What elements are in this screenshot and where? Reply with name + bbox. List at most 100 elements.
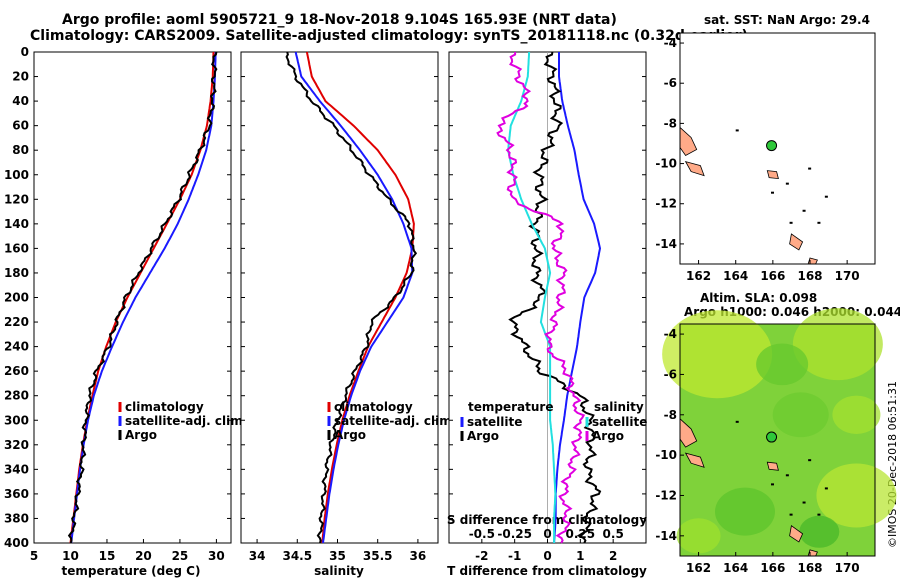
depth-tick-label: 60 xyxy=(12,119,29,133)
reef-dot xyxy=(771,191,774,194)
depth-tick-label: 160 xyxy=(4,241,29,255)
land-island xyxy=(766,170,779,180)
sla-anomaly-patch xyxy=(772,392,829,438)
depth-tick-label: 360 xyxy=(4,487,29,501)
argo-float-marker xyxy=(766,140,778,152)
sst-map: 162 164 166 168 170 -4 -6 -8 -10 -12 -14 xyxy=(655,32,876,283)
depth-tick-label: 380 xyxy=(4,511,29,525)
series-s-satellite xyxy=(507,51,557,543)
x-tick-label: 36 xyxy=(410,549,427,563)
lat-tick-label: -14 xyxy=(655,237,677,251)
lon-tick-label: 170 xyxy=(835,269,860,283)
lat-tick-label: -8 xyxy=(664,116,677,130)
depth-tick-label: 80 xyxy=(12,143,29,157)
lat-tick-label: -6 xyxy=(664,367,677,381)
x-tick-label: 5 xyxy=(30,549,38,563)
x-tick-label: 25 xyxy=(172,549,189,563)
lon-tick-label: 166 xyxy=(760,269,785,283)
series-t-satellite xyxy=(553,52,602,544)
x-tick-label: 34.5 xyxy=(282,549,312,563)
series-argo xyxy=(67,51,218,544)
reef-dot xyxy=(785,474,789,477)
header-line-1: Argo profile: aoml 5905721_9 18-Nov-2018… xyxy=(62,12,617,28)
sla-anomaly-patch xyxy=(792,308,883,381)
x-tick-label: 0 xyxy=(543,549,551,563)
lat-tick-label: -4 xyxy=(664,327,677,341)
x-axis-label: temperature (deg C) xyxy=(62,564,201,578)
legend-label: satellite-adj. clim. xyxy=(334,414,456,428)
reef-dot xyxy=(817,513,821,516)
land-island xyxy=(789,525,804,543)
legend-label: Argo xyxy=(334,428,366,442)
x-tick-label: 1 xyxy=(576,549,584,563)
legend-label: satellite xyxy=(467,415,522,429)
legend-label: Argo xyxy=(592,429,624,443)
x-axis-label: salinity xyxy=(314,564,364,578)
legend-label: satellite-adj. clim. xyxy=(125,414,247,428)
lat-tick-label: -4 xyxy=(664,36,677,50)
reef-dot xyxy=(817,221,821,224)
depth-tick-label: 320 xyxy=(4,438,29,452)
lon-tick-label: 170 xyxy=(835,561,860,575)
series-argo xyxy=(285,51,418,544)
depth-tick-label: 140 xyxy=(4,217,29,231)
legend-label: climatology xyxy=(334,400,413,414)
reef-dot xyxy=(808,459,812,462)
series-s-argo xyxy=(496,52,586,544)
legend-label: climatology xyxy=(125,400,204,414)
reef-dot xyxy=(735,129,739,132)
x-tick-label: 35 xyxy=(329,549,346,563)
reef-dot xyxy=(785,182,789,185)
depth-tick-label: 0 xyxy=(21,45,29,59)
x-tick-label: 35.5 xyxy=(363,549,393,563)
salinity-panel: 34 34.5 35 35.5 36 salinity climatologysatelli… xyxy=(240,51,456,578)
map-frame xyxy=(679,32,876,265)
x-tick-label: 15 xyxy=(99,549,116,563)
legend-title: temperature xyxy=(468,400,553,414)
x-tick-label: -1 xyxy=(508,549,521,563)
sla-anomaly-patch xyxy=(662,310,773,399)
sla-anomaly-patch xyxy=(715,487,775,536)
reef-dot xyxy=(771,483,774,486)
lat-tick-label: -12 xyxy=(655,488,677,502)
sst-map-title: sat. SST: NaN Argo: 29.4 xyxy=(704,13,870,27)
sla-anomaly-patch xyxy=(799,515,840,548)
depth-tick-label: 400 xyxy=(4,536,29,550)
depth-tick-label: 40 xyxy=(12,94,29,108)
lon-tick-label: 162 xyxy=(686,269,711,283)
sla-map: 162 164 166 168 170 -4 -6 -8 -10 -12 -14 xyxy=(655,308,897,575)
s-tick-label: 0.5 xyxy=(603,527,624,541)
reef-dot xyxy=(735,420,739,423)
lat-tick-label: -6 xyxy=(664,76,677,90)
header-line-2: Climatology: CARS2009. Satellite-adjuste… xyxy=(30,28,748,44)
series-t-argo xyxy=(508,51,602,544)
legend-label: satellite xyxy=(592,415,647,429)
reef-dot xyxy=(824,195,828,198)
sla-anomaly-patch xyxy=(816,463,897,528)
legend-label: Argo xyxy=(125,428,157,442)
sla-anomaly-patch xyxy=(756,343,809,386)
temperature-panel: 0 20 40 60 80 100 120 140 160 180 200 220 240 260 280 3… xyxy=(4,45,247,578)
lat-tick-label: -10 xyxy=(655,157,677,171)
s-tick-label: 0 xyxy=(543,527,551,541)
s-axis-label: S difference from climatology xyxy=(447,513,647,527)
series-satellite-adj--clim- xyxy=(294,51,414,544)
depth-tick-label: 300 xyxy=(4,413,29,427)
reef-dot xyxy=(808,167,812,170)
land-island xyxy=(766,461,779,471)
series-climatology xyxy=(305,51,415,544)
lat-tick-label: -10 xyxy=(655,448,677,462)
sla-anomaly-patch xyxy=(832,395,881,434)
x-tick-label: 20 xyxy=(135,549,152,563)
depth-tick-label: 200 xyxy=(4,291,29,305)
reef-dot xyxy=(802,209,806,212)
x-tick-label: 34 xyxy=(249,549,266,563)
lon-tick-label: 164 xyxy=(723,269,748,283)
depth-tick-label: 340 xyxy=(4,462,29,476)
land-island xyxy=(684,452,705,468)
sla-anomaly-patch xyxy=(676,518,721,554)
argo-float-marker xyxy=(766,431,778,443)
s-tick-label: -0.25 xyxy=(497,527,532,541)
depth-tick-label: 220 xyxy=(4,315,29,329)
